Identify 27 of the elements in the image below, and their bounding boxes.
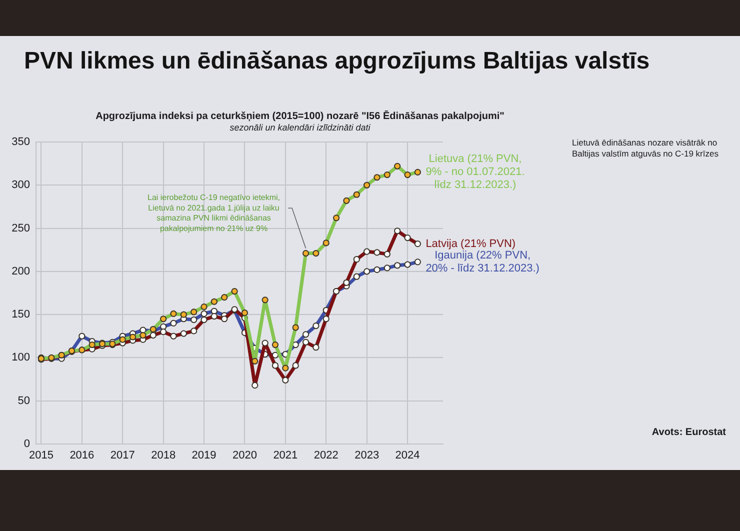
y-tick-label: 200 <box>12 265 30 278</box>
x-tick-label: 2019 <box>192 450 216 462</box>
chart-subtitle: Apgrozījuma indeksi pa ceturkšņiem (2015=100) nozarē "I56 Ēdināšanas pakalpojumi" <box>96 110 505 122</box>
y-tick-label: 150 <box>12 308 30 321</box>
x-tick-label: 2022 <box>314 450 338 462</box>
x-tick-label: 2016 <box>70 450 94 462</box>
y-tick-label: 300 <box>12 179 30 192</box>
text: Avots: Eurostat <box>652 426 727 438</box>
x-tick-label: 2023 <box>354 450 380 462</box>
y-tick-label: 350 <box>12 136 30 148</box>
x-tick-label: 2021 <box>273 450 298 462</box>
y-tick-label: 250 <box>12 222 30 234</box>
series-label: Lietuva (21% PVN, 9% - no 01.07.2021. līdz 31.12.2023.) <box>426 153 525 192</box>
series-label: Igaunija (22% PVN, 20% - līdz 31.12.2023.) <box>426 249 540 274</box>
series-label: Latvija (21% PVN) <box>426 238 516 250</box>
chart-title: PVN likmes un ēdināšanas apgrozījums Baltijas valstīs <box>24 48 650 75</box>
x-tick-label: 2015 <box>28 450 54 462</box>
x-tick-label: 2017 <box>110 450 135 462</box>
y-tick-label: 100 <box>12 352 30 364</box>
x-tick-label: 2018 <box>151 450 176 462</box>
text: Lietuvā ēdināšanas nozare visātrāk no Baltijas valstīm atguvās no C-19 krīzes <box>572 137 718 158</box>
y-tick-label: 0 <box>24 438 30 450</box>
x-tick-label: 2024 <box>395 450 420 462</box>
y-tick-label: 50 <box>18 394 30 407</box>
text: sezonāli un kalendāri izlīdzināti dati <box>230 122 372 132</box>
x-tick-label: 2020 <box>232 450 257 462</box>
annotation: Lai ierobežotu C-19 negatīvo ietekmi, Lietuvā no 2021.gada 1.jūlija uz laiku samazina PVN likmi ēdināšanas pakalpojumiem no 21% uz 9% <box>148 192 280 234</box>
